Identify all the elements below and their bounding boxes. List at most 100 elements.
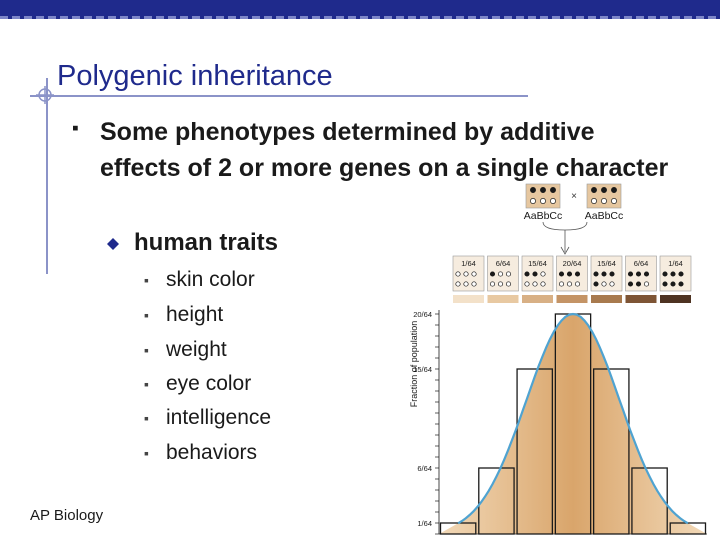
fraction-label: 6/64: [634, 259, 649, 268]
fraction-label: 1/64: [668, 259, 683, 268]
skin-shade-swatch: [591, 295, 622, 303]
gamete-dot: [489, 271, 496, 277]
y-tick-label: 6/64: [417, 464, 432, 473]
trait-label: height: [166, 303, 224, 326]
title-bar-decoration: [0, 0, 720, 19]
gamete-dot: [497, 281, 504, 287]
gamete-dot: [540, 281, 546, 287]
gamete-dot: [678, 271, 684, 277]
list-item: ▪ intelligence: [144, 406, 271, 430]
square-bullet-icon: ▪: [144, 376, 149, 392]
gamete-dot: [471, 281, 477, 287]
bullet-text-l2: human traits: [134, 229, 279, 256]
list-item: ▪ height: [144, 303, 223, 327]
square-bullet-icon: ▪: [144, 445, 149, 461]
gamete-dot: [635, 281, 642, 287]
trait-label: weight: [166, 338, 227, 361]
gamete-dot: [524, 271, 530, 277]
gamete-dot: [593, 271, 599, 277]
cross-arrow: [542, 221, 588, 252]
skin-shade-swatch: [625, 295, 657, 303]
distribution-fill: [439, 314, 707, 534]
normal-curve: [457, 312, 689, 525]
gamete-dot: [627, 271, 634, 277]
skin-shade-swatch: [556, 295, 588, 303]
gamete-dot: [471, 271, 477, 277]
gamete-dot: [463, 271, 469, 277]
gamete-dot: [505, 271, 512, 277]
fraction-label: 6/64: [496, 259, 511, 268]
list-item: ▪ skin color: [144, 268, 255, 292]
gamete-dot: [609, 281, 615, 287]
gamete-dot: [505, 281, 512, 287]
gamete-dot: [550, 187, 556, 193]
left-rule: [46, 78, 48, 274]
gamete-dot: [530, 187, 536, 193]
square-bullet-icon: ▪: [144, 410, 149, 426]
polygenic-figure: AaBbCc AaBbCc × 1/64 6/64 15/64 20/64 15/64 6/64…: [409, 183, 707, 535]
y-axis-label: Fraction of population: [409, 321, 419, 408]
gamete-dot: [662, 271, 668, 277]
gamete-dot: [566, 271, 573, 277]
crosshair-icon: [36, 86, 54, 104]
gamete-dot: [601, 271, 607, 277]
gamete-dot: [574, 281, 581, 287]
gamete-dot: [550, 198, 556, 204]
skin-shade-swatch: [453, 295, 484, 303]
trait-label: eye color: [166, 372, 252, 395]
list-item: ▪ eye color: [144, 372, 251, 396]
genotype-label: AaBbCc: [585, 210, 624, 222]
y-tick-label: 1/64: [417, 519, 432, 528]
diamond-bullet-icon: [107, 238, 119, 250]
gamete-dot: [558, 271, 565, 277]
gamete-dot: [540, 187, 546, 193]
fraction-label: 1/64: [461, 259, 476, 268]
skin-shade-swatch: [522, 295, 553, 303]
trait-label: intelligence: [166, 406, 272, 429]
gamete-dot: [678, 281, 684, 287]
skin-shade-swatch: [660, 295, 691, 303]
y-tick-label: 15/64: [413, 365, 432, 374]
gamete-dot: [489, 281, 496, 287]
gamete-dot: [524, 281, 530, 287]
square-bullet-icon: ▪: [144, 342, 149, 358]
gamete-dot: [611, 198, 617, 204]
gamete-dot: [593, 281, 599, 287]
gamete-dot: [532, 271, 538, 277]
gamete-dot: [574, 271, 581, 277]
square-bullet-icon: ▪: [144, 307, 149, 323]
list-item: ▪ weight: [144, 338, 227, 362]
gamete-dot: [540, 271, 546, 277]
gamete-dot: [463, 281, 469, 287]
gamete-dot: [635, 271, 642, 277]
list-item: ▪ behaviors: [144, 441, 257, 465]
fraction-label: 15/64: [528, 259, 547, 268]
footer-label: AP Biology: [30, 507, 104, 524]
gamete-dot: [455, 271, 461, 277]
fraction-label: 20/64: [563, 259, 582, 268]
gamete-dot: [540, 198, 546, 204]
gamete-dot: [643, 281, 650, 287]
gamete-dot: [670, 271, 676, 277]
gamete-dot: [530, 198, 536, 204]
fraction-label: 15/64: [597, 259, 616, 268]
gamete-dot: [591, 198, 597, 204]
gamete-dot: [497, 271, 504, 277]
gamete-dot: [670, 281, 676, 287]
gamete-dot: [662, 281, 668, 287]
gamete-dot: [558, 281, 565, 287]
square-bullet-icon: ▪: [144, 272, 149, 288]
square-bullet-icon: ▪: [72, 118, 79, 139]
skin-shade-swatch: [487, 295, 519, 303]
trait-label: behaviors: [166, 441, 258, 464]
genotype-label: AaBbCc: [524, 210, 563, 222]
y-tick-label: 20/64: [413, 310, 432, 319]
gamete-dot: [601, 187, 607, 193]
gamete-dot: [601, 281, 607, 287]
cross-symbol: ×: [571, 191, 577, 202]
gamete-dot: [609, 271, 615, 277]
gamete-dot: [455, 281, 461, 287]
arrowhead-icon: [560, 246, 570, 255]
gamete-dot: [601, 198, 607, 204]
gamete-dot: [643, 271, 650, 277]
